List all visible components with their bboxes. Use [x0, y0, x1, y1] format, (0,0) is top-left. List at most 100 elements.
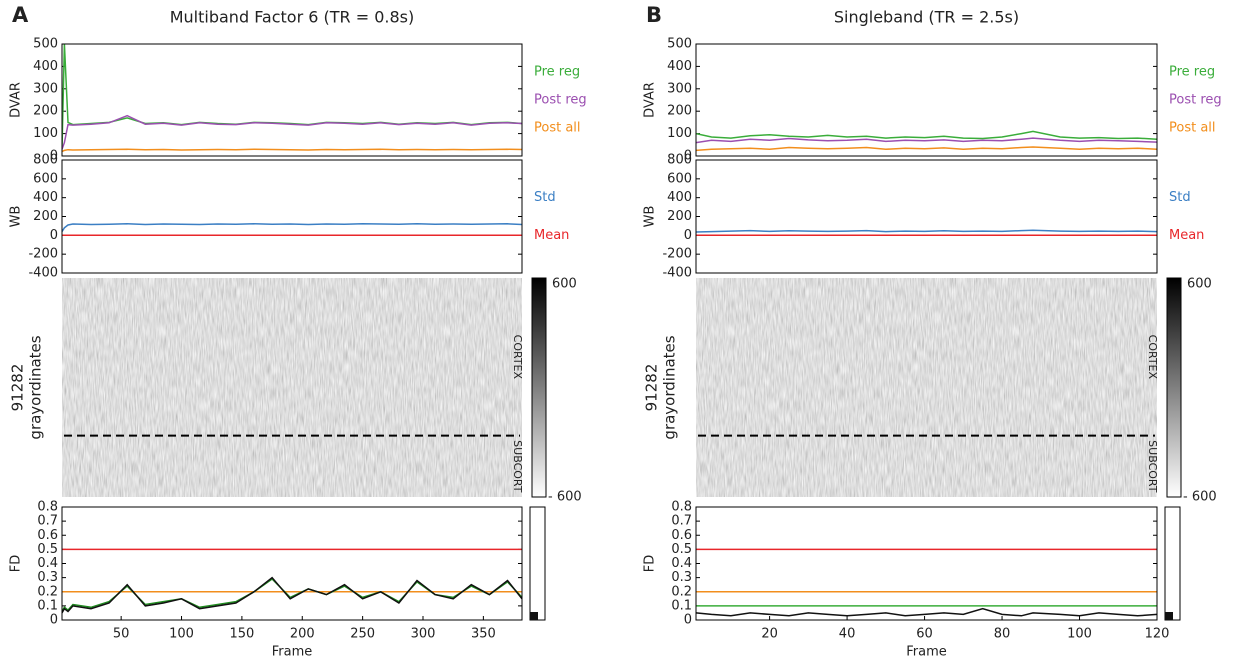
y-tick-label: 600 — [33, 171, 58, 186]
y-tick-label: 0.4 — [671, 556, 692, 571]
series-line — [696, 130, 1157, 140]
series-line — [62, 578, 522, 612]
y-tick-label: 500 — [667, 37, 692, 52]
y-axis-label: WB — [643, 206, 658, 228]
y-tick-label: -200 — [662, 247, 692, 262]
y-tick-label: -200 — [28, 247, 58, 262]
x-axis-label: Frame — [906, 645, 947, 660]
region-label: CORTEX — [1146, 335, 1159, 380]
colorbar — [531, 277, 547, 498]
y-tick-label: 0.7 — [37, 514, 58, 529]
legend-label: Std — [1169, 190, 1191, 205]
legend-label: Pre reg — [534, 65, 580, 80]
y-tick-label: 300 — [667, 81, 692, 96]
side-histogram-bar — [530, 612, 538, 620]
y-tick-label: 0.3 — [671, 570, 692, 585]
x-tick-label: 20 — [761, 627, 778, 642]
y-axis-label: DVAR — [643, 82, 658, 118]
y-axis-label: grayordinates — [661, 335, 679, 439]
series-line — [62, 148, 522, 153]
y-axis-label: FD — [643, 555, 658, 573]
heatmap — [62, 278, 522, 497]
panel-title: Singleband (TR = 2.5s) — [834, 8, 1019, 27]
axes-frame — [695, 506, 1158, 621]
legend-label: Mean — [534, 228, 569, 243]
axes-frame — [61, 43, 523, 157]
side-histogram — [1164, 506, 1181, 621]
x-tick-label: 350 — [471, 627, 496, 642]
series-line — [696, 229, 1157, 233]
x-tick-label: 200 — [290, 627, 315, 642]
legend-label: Mean — [1169, 228, 1204, 243]
series-line — [62, 44, 522, 150]
y-axis-label: WB — [9, 206, 24, 228]
region-label: CORTEX — [511, 335, 524, 380]
axes-frame — [695, 159, 1158, 274]
y-tick-label: 400 — [667, 59, 692, 74]
x-tick-label: 100 — [169, 627, 194, 642]
legend-label: Post all — [1169, 121, 1216, 136]
y-tick-label: 400 — [33, 59, 58, 74]
y-axis-label: FD — [9, 555, 24, 573]
x-tick-label: 40 — [839, 627, 856, 642]
series-line — [62, 223, 522, 233]
axes-frame — [61, 159, 523, 274]
x-tick-label: 50 — [113, 627, 130, 642]
y-axis-label: DVAR — [9, 82, 24, 118]
y-tick-label: 0.4 — [37, 556, 58, 571]
y-tick-label: -400 — [662, 266, 692, 281]
x-tick-label: 120 — [1145, 627, 1170, 642]
y-tick-label: 0 — [50, 228, 58, 243]
y-tick-label: 400 — [667, 190, 692, 205]
series-line — [696, 146, 1157, 152]
y-tick-label: 0.5 — [37, 542, 58, 557]
legend-label: Post all — [534, 121, 581, 136]
y-tick-label: 100 — [33, 126, 58, 141]
y-axis-label: 91282 — [643, 364, 661, 412]
panel-title: Multiband Factor 6 (TR = 0.8s) — [170, 8, 415, 27]
x-axis-label: Frame — [272, 645, 313, 660]
series-line — [62, 114, 522, 150]
x-tick-label: 250 — [350, 627, 375, 642]
x-tick-label: 60 — [916, 627, 933, 642]
y-axis-label: 91282 — [9, 364, 27, 412]
y-tick-label: 0.7 — [671, 514, 692, 529]
colorbar — [1166, 277, 1182, 498]
y-tick-label: -400 — [28, 266, 58, 281]
side-histogram-bar — [1165, 612, 1173, 620]
y-tick-label: 0.1 — [37, 598, 58, 613]
y-tick-label: 0.6 — [671, 528, 692, 543]
colorbar-label: 600 — [1187, 277, 1212, 292]
colorbar-label: - 600 — [548, 490, 582, 505]
y-tick-label: 0 — [50, 149, 58, 164]
y-tick-label: 0.2 — [37, 584, 58, 599]
y-tick-label: 200 — [667, 104, 692, 119]
y-tick-label: 0.2 — [671, 584, 692, 599]
x-tick-label: 100 — [1067, 627, 1092, 642]
series-line — [62, 576, 522, 614]
y-tick-label: 0.1 — [671, 598, 692, 613]
y-tick-label: 200 — [33, 104, 58, 119]
y-tick-label: 0 — [50, 613, 58, 628]
series-line — [696, 137, 1157, 144]
y-tick-label: 200 — [33, 209, 58, 224]
y-tick-label: 0.3 — [37, 570, 58, 585]
colorbar-label: - 600 — [1183, 490, 1217, 505]
y-tick-label: 0.8 — [37, 500, 58, 515]
y-tick-label: 0 — [684, 613, 692, 628]
legend-label: Post reg — [534, 93, 587, 108]
y-tick-label: 0.8 — [671, 500, 692, 515]
x-tick-label: 80 — [994, 627, 1011, 642]
legend-label: Std — [534, 190, 556, 205]
y-tick-label: 500 — [33, 37, 58, 52]
x-tick-label: 150 — [229, 627, 254, 642]
axes-frame — [61, 506, 523, 621]
y-tick-label: 800 — [667, 153, 692, 168]
y-axis-label: grayordinates — [27, 335, 45, 439]
legend-label: Post reg — [1169, 93, 1222, 108]
heatmap — [696, 278, 1157, 497]
legend-label: Pre reg — [1169, 65, 1215, 80]
y-tick-label: 0.6 — [37, 528, 58, 543]
side-histogram — [529, 506, 546, 621]
